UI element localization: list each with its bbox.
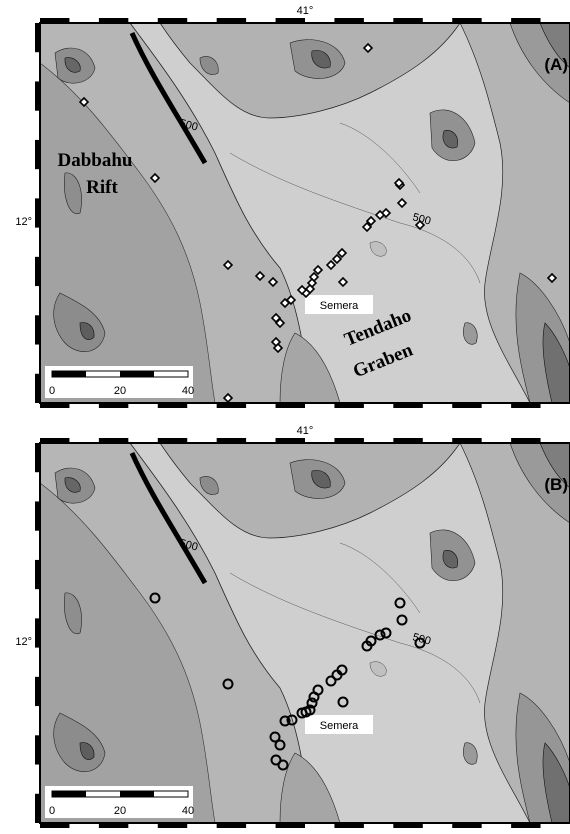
earthquake-circle: [380, 627, 392, 639]
contour-label: 500: [178, 117, 199, 133]
town-name: Semera: [320, 300, 359, 312]
earthquake-circle: [222, 678, 234, 690]
earthquake-circle: [325, 675, 337, 687]
contour-label: 500: [178, 537, 199, 553]
earthquake-diamond: [279, 297, 291, 309]
rift-fault-line: [129, 451, 208, 585]
earthquake-diamond: [312, 264, 324, 276]
latitude-label: 12°: [15, 636, 32, 648]
earthquake-diamond: [222, 392, 234, 404]
rift-fault-line: [129, 31, 208, 165]
panel-label: (B): [544, 475, 568, 494]
dabbahu-rift-label: Rift: [86, 177, 118, 198]
earthquake-circle: [277, 759, 289, 771]
earthquake-diamond: [296, 284, 308, 296]
earthquake-diamond: [393, 177, 405, 189]
earthquake-diamond: [274, 317, 286, 329]
earthquake-diamond: [362, 42, 374, 54]
earthquake-circle: [149, 592, 161, 604]
earthquake-circle: [394, 597, 406, 609]
earthquake-diamond: [336, 247, 348, 259]
earthquake-circle: [414, 637, 426, 649]
earthquake-circle: [296, 707, 308, 719]
panel-label: (A): [544, 55, 568, 74]
earthquake-circle: [270, 754, 282, 766]
earthquake-circle: [306, 697, 318, 709]
earthquake-diamond: [325, 259, 337, 271]
earthquake-circle: [308, 691, 320, 703]
scale-tick-label: 0: [49, 385, 55, 397]
earthquake-diamond: [361, 221, 373, 233]
earthquake-circle: [274, 739, 286, 751]
earthquake-diamond: [222, 259, 234, 271]
scale-bar: 0 20 40: [45, 786, 194, 818]
longitude-label: 41°: [297, 5, 314, 17]
scale-tick-label: 40: [182, 805, 194, 817]
earthquake-diamond: [331, 253, 343, 265]
earthquake-diamond: [272, 342, 284, 354]
earthquake-circle: [361, 640, 373, 652]
earthquake-diamond: [365, 215, 377, 227]
earthquake-circle: [269, 731, 281, 743]
earthquake-diamond: [149, 172, 161, 184]
earthquake-circle: [279, 715, 291, 727]
scale-tick-label: 20: [114, 385, 126, 397]
dabbahu-rift-label: Dabbahu: [58, 150, 133, 171]
earthquake-circle: [331, 669, 343, 681]
topography-contours: [39, 22, 570, 404]
event-markers: [78, 42, 558, 404]
town-name: Semera: [320, 720, 359, 732]
event-markers: [149, 592, 426, 771]
town-label-semera: Semera: [305, 295, 373, 314]
longitude-label: 41°: [297, 425, 314, 437]
map-frame: [35, 18, 570, 408]
earthquake-circle: [374, 629, 386, 641]
scale-tick-label: 40: [182, 385, 194, 397]
map-panel-a: 41°12°(A)500500DabbahuRiftTendahoGrabenS…: [15, 5, 570, 408]
scale-tick-label: 20: [114, 805, 126, 817]
earthquake-diamond: [267, 276, 279, 288]
earthquake-diamond: [414, 219, 426, 231]
scale-tick-label: 0: [49, 805, 55, 817]
topography-contours: [39, 442, 570, 824]
earthquake-circle: [337, 696, 349, 708]
latitude-label: 12°: [15, 216, 32, 228]
earthquake-circle: [396, 614, 408, 626]
earthquake-diamond: [254, 270, 266, 282]
earthquake-diamond: [337, 276, 349, 288]
town-label-semera: Semera: [305, 715, 373, 734]
map-frame: [35, 438, 570, 828]
earthquake-diamond: [546, 272, 558, 284]
earthquake-circle: [286, 714, 298, 726]
scale-bar: 0 20 40: [45, 366, 194, 398]
earthquake-diamond: [374, 209, 386, 221]
earthquake-diamond: [396, 197, 408, 209]
earthquake-diamond: [78, 96, 90, 108]
